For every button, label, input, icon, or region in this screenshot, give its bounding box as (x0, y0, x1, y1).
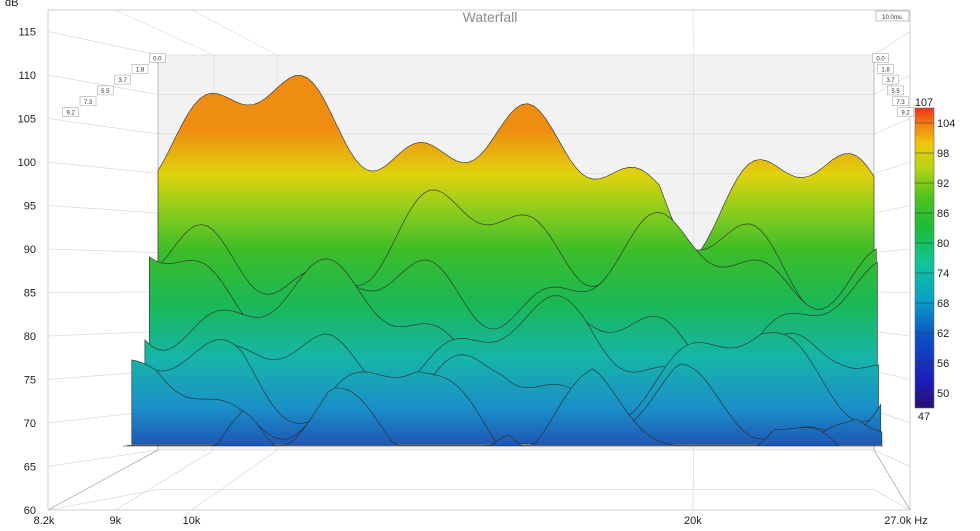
grid-left-line (47, 161, 159, 174)
color-scale-tick-label: 62 (937, 328, 949, 340)
outer-frame (47, 9, 911, 510)
grid-left-line (47, 489, 159, 511)
grid-left-line (47, 205, 159, 214)
color-scale-tick-label: 104 (937, 118, 955, 130)
time-label-left: 5.5 (101, 89, 110, 95)
color-scale-tick-label: 56 (937, 358, 949, 370)
time-label-box-left (79, 96, 97, 106)
time-label-box-right (887, 85, 904, 96)
y-tick-label: 95 (24, 201, 36, 213)
time-label-right: 9.2 (901, 111, 910, 117)
grid-right-line (873, 161, 911, 174)
time-end-label-box (875, 10, 910, 22)
color-scale-tick-label: 86 (937, 208, 949, 220)
color-scale-tick-label: 68 (937, 298, 949, 310)
y-tick-label: 60 (24, 505, 36, 517)
time-axis-labels: 0.0 0.0 1.8 1.8 3.7 3.7 5.5 5.5 7.3 7.3 9.2 9.2 (62, 53, 914, 117)
y-tick-label: 70 (24, 418, 36, 430)
time-label-box-right (892, 96, 909, 106)
y-tick-label: 110 (18, 70, 36, 82)
x-tick-label: 9k (110, 515, 122, 526)
grid-left-line (47, 248, 159, 253)
grid-right-line (873, 118, 911, 135)
y-tick-label: 85 (24, 288, 36, 300)
time-label-box-left (114, 74, 131, 85)
grid-top-line (115, 9, 215, 56)
chart-title: Waterfall (463, 9, 518, 25)
time-label-left: 7.3 (84, 100, 93, 106)
y-tick-labels: 60 65 70 75 80 85 90 95 100 105 110 115 (18, 27, 36, 518)
color-scale-min: 47 (918, 411, 930, 423)
color-scale: 107 104 98 92 86 80 74 68 62 56 50 47 (914, 97, 955, 423)
time-label-box-right (877, 64, 894, 74)
color-scale-tick-label: 98 (937, 148, 949, 160)
time-label-right: 1.8 (881, 67, 890, 73)
floor-right-edge (873, 449, 911, 511)
grid-floor-line (115, 449, 215, 511)
grid-right-line (873, 291, 911, 293)
grid-right-line (873, 248, 911, 253)
grid-left-line (47, 74, 159, 95)
y-tick-label: 65 (24, 462, 36, 474)
time-label-box-right (897, 107, 914, 117)
time-label-box-left (97, 85, 114, 96)
time-label-right: 7.3 (896, 100, 905, 106)
grid-floor-line (191, 449, 278, 511)
time-label-left: 1.8 (136, 67, 145, 73)
grid-left-line (47, 291, 159, 293)
time-label-left: 3.7 (118, 78, 127, 84)
y-tick-label: 80 (24, 331, 36, 343)
time-label-right: 3.7 (886, 78, 895, 84)
grid-right-line (873, 331, 911, 337)
grid-right-line (873, 74, 911, 95)
x-axis-end-label: 27.0k Hz (884, 515, 927, 526)
y-tick-label: 75 (24, 375, 36, 387)
time-label-left: 9.2 (66, 111, 75, 117)
time-label-left: 0.0 (153, 56, 162, 62)
grid-floor-line (692, 449, 695, 511)
x-tick-label: 8.2k (34, 515, 55, 526)
grid-left-line (47, 118, 159, 135)
grid-right-line (873, 489, 911, 511)
y-tick-label: 100 (18, 157, 36, 169)
time-label-box-right (882, 74, 899, 85)
time-label-box-left (131, 64, 149, 74)
x-tick-labels: 8.2k 9k 10k 20k 27.0k Hz (34, 515, 928, 527)
time-label-box-left (62, 107, 79, 117)
time-label-box-right (872, 53, 889, 63)
grid-left-line (47, 31, 159, 56)
x-tick-label: 10k (183, 515, 201, 526)
waterfall-slices (123, 75, 883, 447)
time-end-label: 10.0ms (882, 15, 902, 21)
y-axis-label: dB (5, 0, 18, 9)
grid-left-line (47, 449, 159, 467)
color-scale-tick-label: 80 (937, 238, 949, 250)
color-scale-ticks: 104 98 92 86 80 74 68 62 56 50 (915, 118, 955, 400)
color-scale-tick-label: 50 (937, 388, 949, 400)
grid-left-line (47, 331, 159, 337)
y-tick-label: 90 (24, 244, 36, 256)
y-tick-label: 115 (18, 27, 36, 39)
grid-top-line (191, 9, 278, 56)
time-label-right: 0.0 (876, 56, 885, 62)
x-tick-label: 20k (684, 515, 702, 526)
time-label-box-left (149, 53, 166, 63)
grid-right-line (873, 205, 911, 214)
color-scale-tick-label: 92 (937, 178, 949, 190)
grid-right-line (873, 31, 911, 56)
grid-right-line (873, 370, 911, 380)
floor-left-edge (47, 449, 159, 511)
grid-top-line (692, 9, 695, 56)
color-scale-tick-label: 74 (937, 268, 949, 280)
time-label-right: 5.5 (891, 89, 900, 95)
y-tick-label: 105 (18, 114, 36, 126)
color-scale-max: 107 (915, 97, 933, 109)
waterfall-slice (123, 410, 883, 447)
grid-right-line (873, 449, 911, 467)
